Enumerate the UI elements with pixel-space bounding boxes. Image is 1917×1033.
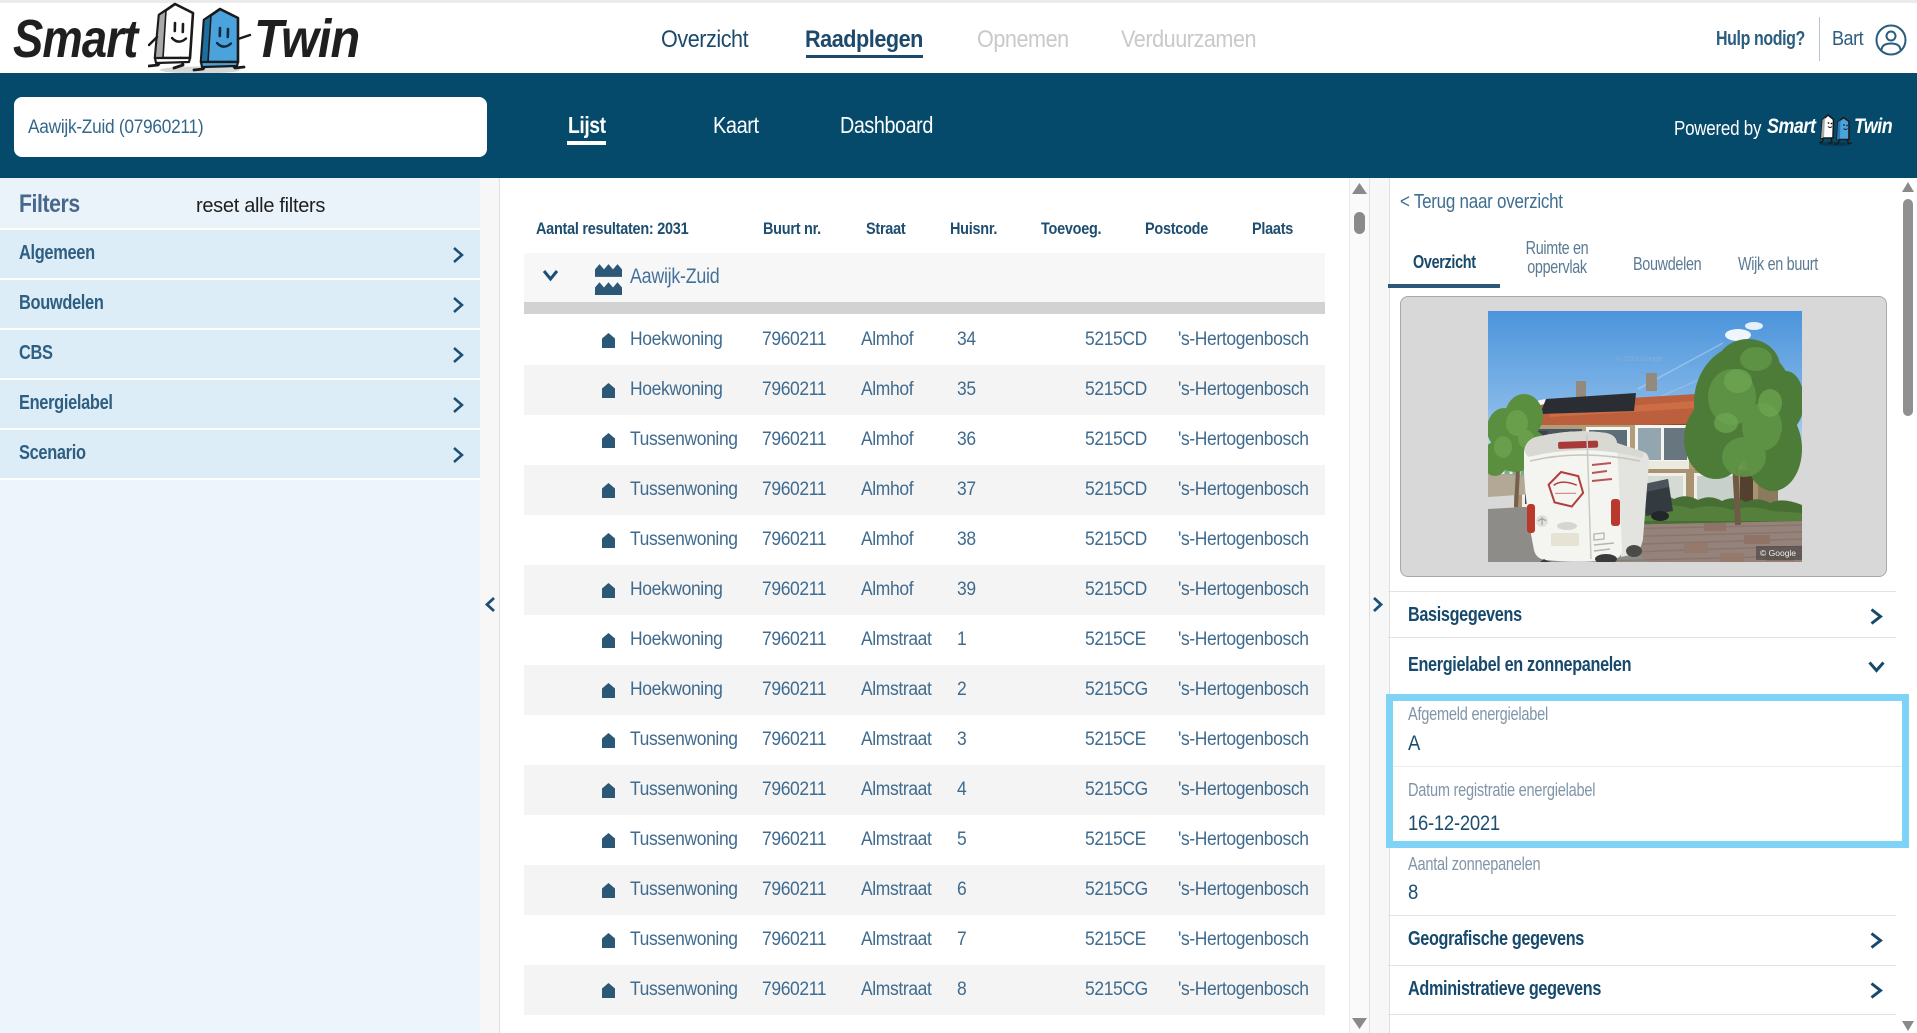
- svg-text:© Google: © Google: [1760, 548, 1796, 558]
- svg-text:© 2023 Google: © 2023 Google: [1616, 355, 1663, 363]
